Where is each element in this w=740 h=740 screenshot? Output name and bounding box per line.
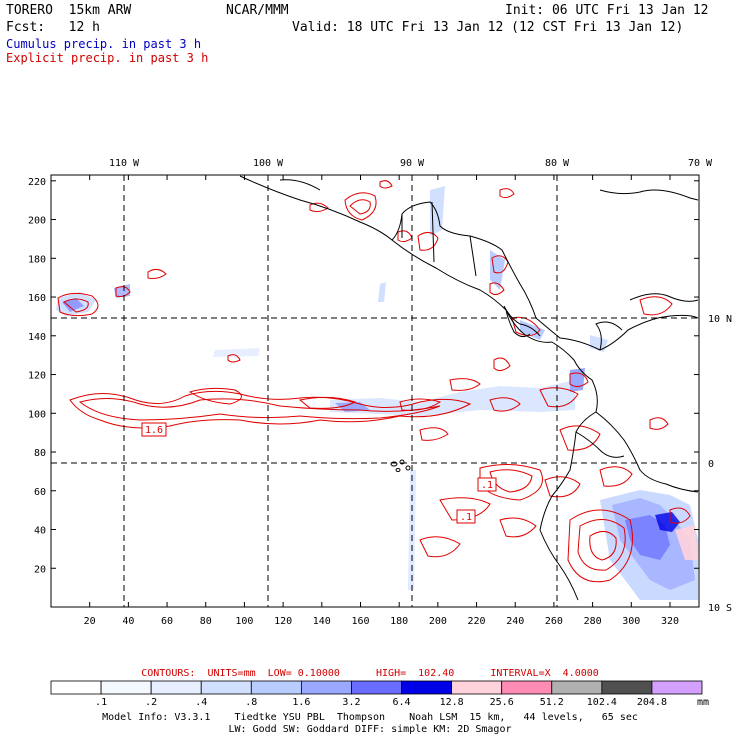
contour-label-1: 1.6 [145,425,163,436]
colorbar-swatch [300,680,352,695]
x-tick-label: 80 [200,616,212,627]
coastlines [239,175,699,601]
physics-info: LW: Godd SW: Goddard DIFF: simple KM: 2D… [228,724,512,735]
x-tick-label: 220 [468,616,486,627]
y-tick-label: 40 [34,526,46,537]
x-tick-label: 280 [584,616,602,627]
colorbar-label: 204.8 [637,697,667,708]
lat-label: 10 S [708,603,732,614]
colorbar-label: 12.8 [440,697,464,708]
x-tick-label: 180 [390,616,408,627]
y-tick-label: 180 [28,254,46,265]
colorbar-swatch [351,680,402,695]
colorbar-swatch [100,680,152,695]
lat-lon-grid [51,175,699,607]
colorbar-label: 1.6 [292,697,310,708]
colorbar-swatch [150,680,202,695]
y-axis-ticks: 20 40 60 80 100 120 140 160 180 200 220 [28,177,699,575]
valid-time: Valid: 18 UTC Fri 13 Jan 12 (12 CST Fri … [292,20,684,35]
cumulus-precip-shading [56,186,698,600]
y-tick-label: 60 [34,487,46,498]
lon-labels: 110 W 100 W 90 W 80 W 70 W [109,158,713,169]
lat-label: 0 [708,459,714,470]
x-tick-label: 60 [161,616,173,627]
colorbar-swatch [501,680,553,695]
x-tick-label: 320 [661,616,679,627]
contour-label-3: .1 [460,512,472,523]
galapagos-islands [390,459,411,472]
colorbar-unit: mm [697,697,709,708]
colorbar-swatch [651,680,703,695]
lon-label: 110 W [109,158,140,169]
lon-label: 100 W [253,158,284,169]
colorbar-label: 6.4 [393,697,411,708]
colorbar-swatch [551,680,603,695]
x-tick-label: 120 [274,616,292,627]
forecast-hour: Fcst: 12 h [6,20,100,35]
y-tick-label: 80 [34,448,46,459]
y-tick-label: 140 [28,332,46,343]
y-tick-label: 160 [28,293,46,304]
lon-label: 70 W [688,158,713,169]
x-tick-label: 240 [506,616,524,627]
colorbar-swatch [250,680,302,695]
x-tick-label: 260 [545,616,563,627]
y-tick-label: 200 [28,216,46,227]
colorbar-label: 3.2 [342,697,360,708]
colorbar-swatch [200,680,252,695]
lon-label: 80 W [545,158,570,169]
contour-labels: 1.6 .1 .1 [141,422,497,524]
colorbar-label: 25.6 [490,697,514,708]
colorbar: .1 .2 .4 .8 1.6 3.2 6.4 12.8 25.6 51.2 102.4 204.8 [50,680,703,708]
map-frame [50,174,700,608]
x-tick-label: 300 [622,616,640,627]
y-tick-label: 100 [28,409,46,420]
lat-labels: 10 N 0 10 S [708,314,732,614]
x-axis-ticks: 20 40 60 80 100 120 140 160 180 200 220 240 260 280 30… [84,175,679,627]
colorbar-label: .8 [245,697,257,708]
x-tick-label: 200 [429,616,447,627]
model-title: TORERO 15km ARW [6,3,132,18]
colorbar-swatch [601,680,653,695]
x-tick-label: 100 [235,616,253,627]
y-tick-label: 120 [28,371,46,382]
colorbar-label: 102.4 [587,697,617,708]
colorbar-label: 51.2 [540,697,564,708]
colorbar-label: .4 [195,697,207,708]
explicit-legend: Explicit precip. in past 3 h [6,51,209,65]
model-info: Model Info: V3.3.1 Tiedtke YSU PBL Thomp… [102,712,638,723]
colorbar-swatch [50,680,102,695]
org-name: NCAR/MMM [226,3,289,18]
colorbar-label: .2 [145,697,157,708]
colorbar-swatch [401,680,453,695]
explicit-precip-contours [57,180,691,583]
colorbar-label: .1 [95,697,107,708]
cumulus-legend: Cumulus precip. in past 3 h [6,37,202,51]
contour-info: CONTOURS: UNITS=mm LOW= 0.10000 HIGH= 10… [141,668,599,679]
lon-label: 90 W [400,158,425,169]
x-tick-label: 160 [351,616,369,627]
lat-label: 10 N [708,314,732,325]
x-tick-label: 40 [122,616,134,627]
y-tick-label: 20 [34,564,46,575]
colorbar-swatch [451,680,503,695]
x-tick-label: 140 [313,616,331,627]
contour-label-2: .1 [481,480,493,491]
init-time: Init: 06 UTC Fri 13 Jan 12 [505,3,709,18]
x-tick-label: 20 [84,616,96,627]
y-tick-label: 220 [28,177,46,188]
